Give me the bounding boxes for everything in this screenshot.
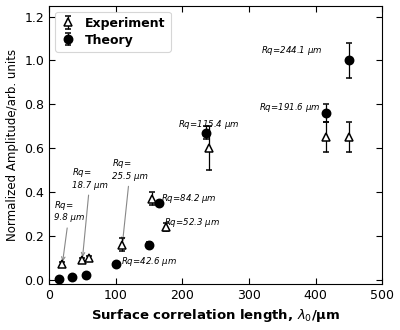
X-axis label: Surface correlation length, $\lambda_0$/μm: Surface correlation length, $\lambda_0$/… bbox=[91, 308, 340, 324]
Text: $Rq$=244.1 μm: $Rq$=244.1 μm bbox=[261, 44, 322, 57]
Text: $Rq$=52.3 μm: $Rq$=52.3 μm bbox=[164, 216, 220, 229]
Text: $Rq$=
9.8 μm: $Rq$= 9.8 μm bbox=[54, 199, 85, 260]
Text: $Rq$=84.2 μm: $Rq$=84.2 μm bbox=[161, 192, 217, 205]
Text: $Rq$=
25.5 μm: $Rq$= 25.5 μm bbox=[112, 157, 148, 241]
Legend: Experiment, Theory: Experiment, Theory bbox=[55, 12, 171, 51]
Text: $Rq$=42.6 μm: $Rq$=42.6 μm bbox=[121, 255, 177, 268]
Y-axis label: Normalized Amplitude/arb. units: Normalized Amplitude/arb. units bbox=[6, 49, 18, 241]
Text: $Rq$=
18.7 μm: $Rq$= 18.7 μm bbox=[72, 166, 108, 256]
Text: $Rq$=191.6 μm: $Rq$=191.6 μm bbox=[259, 101, 320, 114]
Text: $Rq$=115.4 μm: $Rq$=115.4 μm bbox=[178, 118, 239, 131]
